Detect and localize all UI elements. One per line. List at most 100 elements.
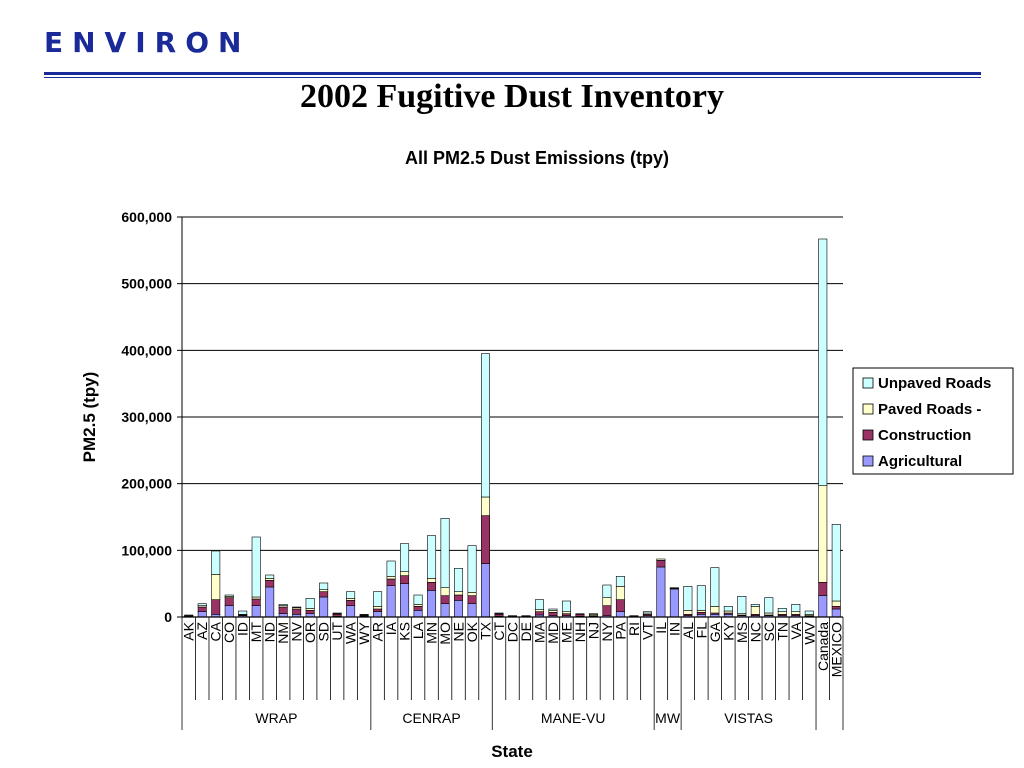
bar-segment-unpaved-roads [386, 560, 396, 577]
bar-segment-paved-roads [683, 610, 693, 615]
bar-segment-construction [481, 515, 491, 564]
bar-segment-unpaved-roads [764, 597, 774, 614]
bar-segment-agricultural [440, 603, 450, 618]
bar-segment-construction [346, 600, 356, 606]
x-tick-label: KY [720, 621, 736, 640]
bar-segment-construction [656, 560, 666, 568]
y-tick-label: 0 [164, 609, 172, 625]
x-tick-label: FL [693, 622, 709, 639]
x-tick-label: GA [707, 621, 723, 642]
group-label: VISTAS [724, 710, 773, 726]
environ-logo: ENVIRON [44, 26, 251, 59]
x-tick-label: MA [531, 621, 547, 643]
bar-segment-construction [427, 582, 437, 591]
bar-segment-construction [197, 606, 207, 612]
y-tick-label: 100,000 [121, 542, 172, 558]
bar-segment-agricultural [818, 595, 828, 618]
bar-segment-agricultural [427, 590, 437, 618]
bar-segment-construction [602, 605, 612, 616]
bar-segment-agricultural [669, 588, 679, 618]
x-tick-label: OR [302, 622, 318, 643]
bar-segment-unpaved-roads [305, 598, 315, 609]
x-tick-label: NY [599, 621, 615, 641]
y-axis-label: PM2.5 (tpy) [80, 372, 99, 463]
x-tick-label: CA [208, 621, 224, 641]
bar-segment-unpaved-roads [561, 600, 571, 612]
group-label: CENRAP [402, 710, 460, 726]
bar-segment-unpaved-roads [427, 535, 437, 579]
legend-swatch [862, 429, 874, 441]
bar-segment-construction [292, 608, 302, 615]
bar-segment-paved-roads [791, 611, 801, 615]
bar-segment-construction [305, 610, 315, 614]
legend-label: Agricultural [878, 453, 962, 470]
bar-segment-construction [251, 598, 261, 606]
bar-segment-unpaved-roads [292, 606, 302, 608]
bar-segment-agricultural [197, 611, 207, 618]
bar-segment-paved-roads [777, 611, 787, 615]
x-tick-label: TX [478, 621, 494, 640]
x-tick-label: NH [572, 622, 588, 642]
group-label: MANE-VU [541, 710, 606, 726]
x-tick-label: DE [518, 622, 534, 641]
bar-segment-construction [319, 591, 329, 598]
bar-segment-unpaved-roads [723, 606, 733, 612]
bar-segment-unpaved-roads [197, 603, 207, 606]
bar-segment-paved-roads [750, 606, 760, 615]
x-tick-label: MN [424, 622, 440, 644]
bar-segment-paved-roads [669, 587, 679, 589]
x-tick-label: TN [774, 622, 790, 641]
bar-segment-unpaved-roads [454, 568, 464, 592]
bar-segment-unpaved-roads [400, 543, 410, 572]
bar-segment-agricultural [224, 605, 234, 618]
bar-segment-unpaved-roads [319, 582, 329, 590]
bar-segment-unpaved-roads [278, 604, 288, 606]
bar-segment-unpaved-roads [831, 524, 841, 602]
x-tick-label: SD [316, 622, 332, 641]
bar-segment-construction [278, 606, 288, 614]
bar-segment-construction [831, 606, 841, 610]
bar-segment-construction [413, 606, 423, 611]
x-tick-label: NV [289, 621, 305, 641]
x-tick-label: PA [612, 621, 628, 639]
bar-segment-construction [615, 599, 625, 612]
x-tick-label: KS [397, 622, 413, 641]
x-tick-label: ND [262, 622, 278, 642]
bar-segment-paved-roads [602, 597, 612, 606]
bar-segment-paved-roads [710, 606, 720, 614]
bar-segment-construction [386, 578, 396, 586]
bar-segment-construction [440, 595, 450, 604]
x-tick-label: IA [383, 621, 399, 635]
bar-segment-construction [224, 597, 234, 606]
bar-segment-paved-roads [211, 574, 221, 600]
chart-title: All PM2.5 Dust Emissions (tpy) [405, 148, 669, 168]
bar-segment-paved-roads [723, 610, 733, 614]
bar-segment-unpaved-roads [777, 608, 787, 612]
bar-segment-unpaved-roads [508, 615, 517, 617]
legend-label: Unpaved Roads [878, 375, 991, 392]
bar-segment-agricultural [831, 608, 841, 618]
legend-swatch [862, 403, 874, 415]
bar-segment-unpaved-roads [238, 610, 248, 615]
bar-segment-construction [818, 582, 828, 596]
x-tick-label: MEXICO [828, 622, 844, 677]
bar-segment-paved-roads [831, 600, 841, 607]
legend-swatch [862, 377, 874, 389]
x-tick-label: NM [275, 622, 291, 644]
x-tick-label: AR [370, 622, 386, 641]
bar-segment-agricultural [413, 610, 423, 618]
bar-segment-unpaved-roads [683, 586, 693, 611]
bar-segment-agricultural [319, 596, 329, 618]
bar-segment-unpaved-roads [548, 608, 558, 611]
y-tick-label: 200,000 [121, 476, 172, 492]
x-tick-label: MD [545, 622, 561, 644]
legend-label: Construction [878, 427, 971, 444]
x-tick-label: NE [451, 622, 467, 641]
bar-segment-unpaved-roads [359, 614, 369, 616]
bar-segment-paved-roads [319, 589, 329, 592]
bar-segment-unpaved-roads [534, 599, 544, 610]
x-tick-label: IN [666, 622, 682, 636]
legend-label: Paved Roads - [878, 401, 981, 418]
x-tick-label: NC [747, 622, 763, 642]
bar-segment-construction [454, 594, 464, 601]
